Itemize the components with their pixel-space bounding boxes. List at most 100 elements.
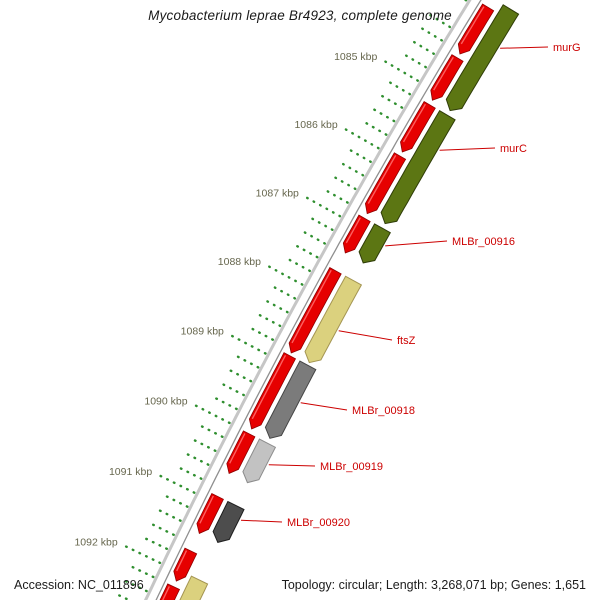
ruler-minor-tick (213, 396, 238, 411)
gene-feature-murC[interactable] (380, 110, 456, 225)
gene-label[interactable]: murC (500, 143, 527, 155)
cds-arrow-highlight (367, 155, 397, 204)
ruler-minor-tick (249, 326, 274, 341)
gene-label[interactable]: murG (553, 42, 581, 54)
ruler-minor-tick (184, 452, 210, 466)
ruler-minor-tick (264, 299, 289, 314)
cds-arrow[interactable] (196, 492, 224, 534)
ruler-tick-label: 1092 kbp (74, 537, 117, 549)
ruler-tick-label: 1086 kbp (294, 119, 337, 131)
ruler-minor-tick (387, 80, 412, 96)
ruler-minor-tick (116, 593, 132, 600)
ruler-minor-tick (227, 368, 253, 383)
gene-label[interactable]: MLBr_00919 (320, 461, 383, 473)
ruler-minor-tick (256, 313, 282, 328)
cds-arrow-highlight (251, 354, 287, 420)
ruler-minor-tick (324, 189, 349, 204)
gene-label-leader (240, 519, 283, 523)
gene-feature-MLBr_00916[interactable] (358, 223, 391, 264)
ruler-tick-label: 1089 kbp (181, 326, 224, 338)
cds-arrow[interactable] (248, 352, 297, 430)
ruler-tick-label: 1091 kbp (109, 466, 152, 478)
cds-arrow[interactable] (364, 152, 407, 215)
gene-label-leader (338, 330, 393, 341)
ruler-minor-tick (143, 536, 168, 550)
gene-label-leader (500, 46, 549, 49)
ruler-minor-tick (156, 508, 182, 522)
ruler-tick-label: 1087 kbp (256, 187, 299, 199)
cds-arrow[interactable] (457, 3, 495, 55)
ruler-major-tick (123, 544, 162, 565)
ruler-tick-label: 1085 kbp (334, 51, 377, 63)
ruler-minor-tick (177, 466, 203, 480)
gene-label-leader (300, 402, 348, 411)
gene-label-leader (385, 240, 448, 247)
ruler-minor-tick (419, 26, 443, 42)
cds-arrow-highlight (460, 6, 485, 45)
ruler-minor-tick (294, 244, 319, 259)
gene-label[interactable]: MLBr_00918 (352, 405, 415, 417)
ruler-minor-tick (340, 161, 365, 177)
ruler-minor-tick (220, 382, 245, 397)
cds-arrow-highlight (229, 433, 246, 464)
cds-arrow[interactable] (430, 54, 464, 101)
ruler-minor-tick (332, 175, 357, 191)
cds-arrow-highlight (402, 103, 427, 143)
backbone-outer-line (143, 0, 472, 600)
cds-arrow[interactable] (288, 267, 342, 354)
ruler-minor-tick (234, 354, 260, 369)
ruler-major-tick (343, 127, 380, 150)
cds-arrow-highlight (176, 550, 188, 572)
ruler-major-tick (158, 474, 196, 494)
gene-label-leader (439, 147, 496, 151)
ruler-minor-tick (150, 522, 175, 536)
ruler-minor-tick (363, 121, 388, 136)
status-bar: Accession: NC_011896 Topology: circular;… (0, 578, 600, 592)
ruler-minor-tick (403, 53, 427, 69)
ruler-minor-tick (271, 285, 297, 300)
ruler-major-tick (266, 264, 304, 286)
gene-feature-MLBr_00919[interactable] (242, 438, 277, 484)
ruler-major-tick (193, 403, 231, 425)
cds-arrow-highlight (291, 269, 332, 344)
cds-arrow-highlight (433, 56, 454, 91)
gene-feature-ftsZ[interactable] (304, 275, 363, 364)
cds-arrow-highlight (162, 586, 170, 600)
gene-feature-murG[interactable] (445, 4, 520, 112)
cds-arrow-highlight (345, 217, 361, 244)
ruler-tick-label: 1088 kbp (218, 256, 261, 268)
ruler-minor-tick (163, 494, 189, 508)
ruler-minor-tick (198, 424, 224, 438)
ruler-major-tick (229, 334, 267, 355)
ruler-minor-tick (411, 39, 435, 55)
gene-label[interactable]: ftsZ (397, 335, 416, 347)
ruler-minor-tick (309, 216, 334, 231)
gene-feature[interactable] (174, 575, 209, 600)
cds-arrow[interactable] (342, 214, 371, 254)
gene-feature-MLBr_00918[interactable] (264, 360, 317, 439)
ruler-minor-tick (191, 438, 217, 452)
cds-arrow[interactable] (400, 101, 436, 153)
ruler-tick-label: 1090 kbp (144, 396, 187, 408)
cds-arrow-highlight (199, 495, 214, 524)
cds-arrow[interactable] (173, 547, 198, 582)
gene-label[interactable]: MLBr_00916 (452, 236, 515, 248)
cds-arrow[interactable] (226, 430, 256, 474)
ruler-minor-tick (129, 565, 155, 579)
ruler-minor-tick (286, 257, 311, 273)
map-title: Mycobacterium leprae Br4923, complete ge… (148, 8, 452, 23)
accession-text: Accession: NC_011896 (14, 578, 144, 592)
backbone-inner-line (155, 0, 482, 600)
gene-label-leader (268, 464, 316, 467)
ruler-major-tick (304, 196, 342, 218)
gene-feature-MLBr_00920[interactable] (212, 500, 245, 543)
ruler-minor-tick (379, 93, 404, 109)
ruler-minor-tick (301, 230, 326, 245)
ruler-minor-tick (347, 148, 372, 163)
gene-label[interactable]: MLBr_00920 (287, 517, 350, 529)
topology-text: Topology: circular; Length: 3,268,071 bp… (281, 578, 586, 592)
ruler-major-tick (383, 59, 419, 82)
ruler-minor-tick (371, 107, 396, 123)
